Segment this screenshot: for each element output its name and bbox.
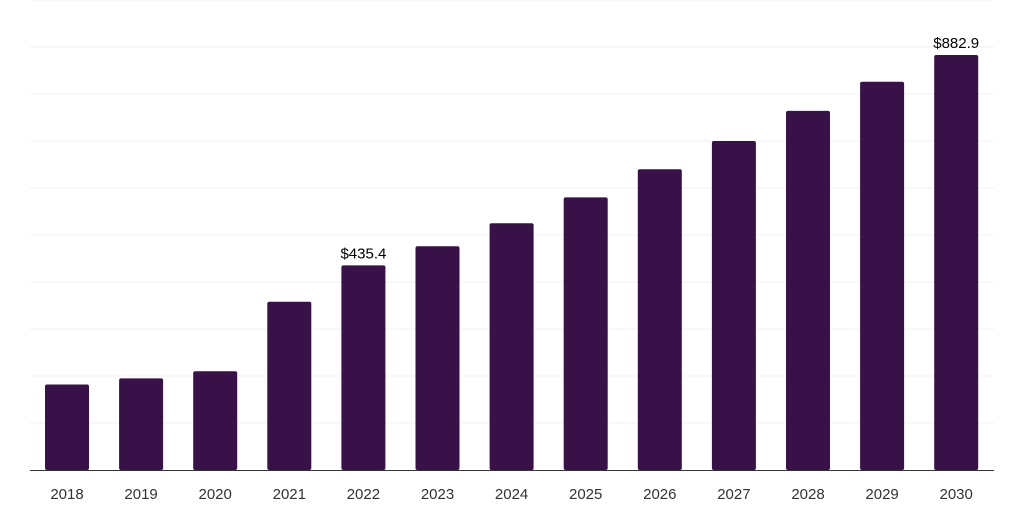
x-tick-label-2026: 2026 — [643, 486, 676, 503]
x-tick-label-2029: 2029 — [865, 486, 898, 503]
bar-2028 — [786, 110, 830, 471]
x-tick-label-2023: 2023 — [421, 486, 454, 503]
x-tick-label-2028: 2028 — [791, 486, 824, 503]
x-tick-label-2018: 2018 — [50, 486, 83, 503]
x-tick-label-2019: 2019 — [124, 486, 157, 503]
x-axis-tick-labels: 2018 2019 2020 2021 2022 2023 2024 2025 2026 2027… — [50, 486, 973, 503]
x-tick-label-2025: 2025 — [569, 486, 602, 503]
bar-2024 — [489, 223, 534, 471]
bar-2029 — [860, 81, 905, 471]
bar-2022 — [341, 265, 386, 470]
bar-2021 — [267, 301, 312, 470]
data-label-2030: $882.9 — [933, 35, 979, 52]
data-labels: $435.4 $882.9 — [340, 35, 979, 262]
data-label-2022: $435.4 — [340, 245, 386, 262]
bar-2020 — [193, 371, 238, 470]
bar-2027 — [711, 141, 756, 470]
bar-2018 — [45, 384, 89, 470]
bars — [45, 55, 979, 471]
bar-2023 — [415, 246, 460, 470]
x-tick-label-2021: 2021 — [273, 486, 306, 503]
bar-2025 — [563, 197, 608, 470]
bar-2030 — [934, 55, 979, 470]
bar-2019 — [119, 378, 164, 470]
x-tick-label-2030: 2030 — [940, 486, 973, 503]
x-tick-label-2020: 2020 — [199, 486, 232, 503]
x-tick-label-2022: 2022 — [347, 486, 380, 503]
bar-2026 — [637, 169, 682, 470]
x-tick-label-2027: 2027 — [717, 486, 750, 503]
x-tick-label-2024: 2024 — [495, 486, 528, 503]
